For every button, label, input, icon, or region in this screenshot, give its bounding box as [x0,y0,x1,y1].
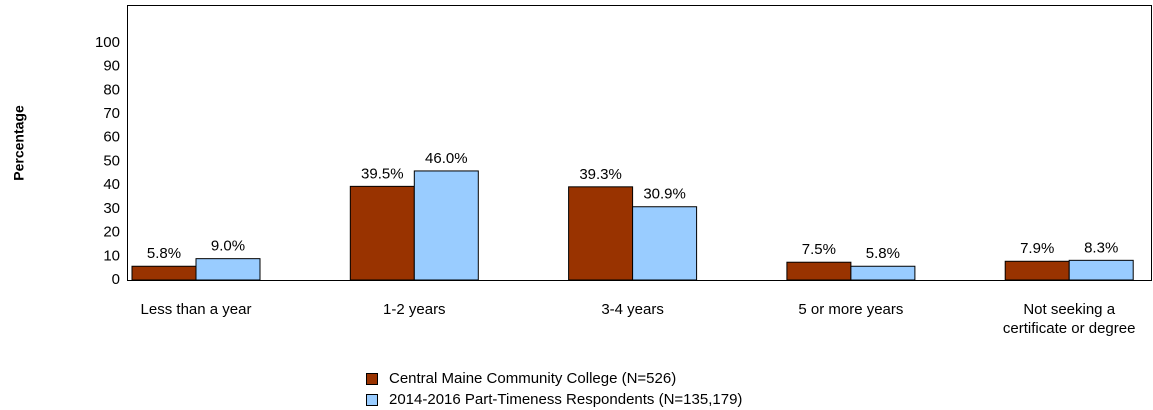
bar [632,206,698,281]
bar [850,265,916,281]
legend-swatch [366,394,378,406]
y-tick-label: 20 [103,224,120,241]
bar [1004,260,1070,281]
x-tick-label: 1-2 years [383,301,446,318]
y-tick-label: 90 [103,58,120,75]
bar [413,170,479,281]
y-tick-label: 0 [112,271,120,288]
x-tick-label: 5 or more years [798,301,904,318]
value-label: 9.0% [211,238,245,255]
value-label: 30.9% [643,186,686,203]
value-label: 46.0% [425,150,468,167]
value-label: 5.8% [866,245,900,262]
y-tick-label: 100 [95,34,120,51]
y-axis-label: Percentage [11,105,27,181]
legend-label: Central Maine Community College (N=526) [389,370,676,387]
y-tick-label: 70 [103,105,120,122]
value-label: 39.5% [361,165,404,182]
value-label: 8.3% [1084,239,1118,256]
value-label: 7.9% [1020,240,1054,257]
legend-label: 2014-2016 Part-Timeness Respondents (N=1… [389,391,742,408]
bar [131,265,197,281]
value-label: 5.8% [147,245,181,262]
bar [1068,259,1134,281]
y-tick-label: 80 [103,81,120,98]
x-tick-label: 3-4 years [601,301,664,318]
value-label: 39.3% [579,166,622,183]
y-tick-label: 10 [103,247,120,264]
bar [568,186,634,281]
x-tick-label: Less than a year [140,301,252,318]
y-tick-label: 50 [103,152,120,169]
bar [349,185,415,281]
x-tick-label: Not seeking a certificate or degree [1002,301,1136,337]
y-tick-label: 40 [103,176,120,193]
value-label: 7.5% [802,241,836,258]
bar [786,261,852,281]
bar [195,258,261,281]
y-tick-label: 30 [103,200,120,217]
y-tick-label: 60 [103,129,120,146]
legend-swatch [366,373,378,385]
